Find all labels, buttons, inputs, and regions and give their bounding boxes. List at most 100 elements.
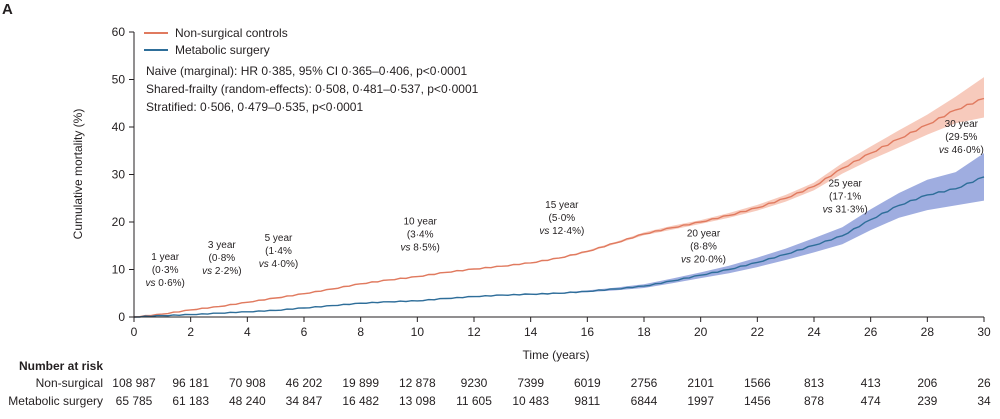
risk-value: 16 482 xyxy=(342,394,379,408)
risk-value: 65 785 xyxy=(116,394,153,408)
annotation-line: 25 year xyxy=(828,178,862,189)
x-tick-label: 28 xyxy=(921,325,935,339)
y-tick-label: 10 xyxy=(112,263,126,277)
annotation-line: vs 0·6%) xyxy=(145,278,184,289)
risk-value: 70 908 xyxy=(229,376,266,390)
risk-row-label-non-surgical: Non-surgical xyxy=(36,376,103,390)
risk-value: 9811 xyxy=(574,394,600,408)
risk-value: 34 xyxy=(977,394,991,408)
risk-value: 26 xyxy=(977,376,991,390)
annotation-line: vs 20·0%) xyxy=(681,254,726,265)
annotation-15-year: 15 year (5·0% vs 12·4%) xyxy=(539,200,584,237)
stat-naive: Naive (marginal): HR 0·385, 95% CI 0·365… xyxy=(146,64,468,78)
annotation-line: (3·4% xyxy=(407,229,434,240)
legend-label-metabolic: Metabolic surgery xyxy=(175,43,270,57)
series-line-metabolic xyxy=(134,176,985,318)
risk-value: 878 xyxy=(804,394,824,408)
annotation-line: 20 year xyxy=(687,228,721,239)
risk-value: 813 xyxy=(804,376,824,390)
stat-stratified: Stratified: 0·506, 0·479–0·535, p<0·0001 xyxy=(146,100,363,114)
annotation-line: 5 year xyxy=(265,233,293,244)
x-axis-label: Time (years) xyxy=(523,348,590,362)
x-tick-label: 12 xyxy=(467,325,481,339)
risk-value: 11 605 xyxy=(456,394,492,408)
risk-value: 7399 xyxy=(517,376,544,390)
x-tick-label: 4 xyxy=(244,325,251,339)
annotation-line: (1·4% xyxy=(265,246,292,257)
risk-row-label-metabolic: Metabolic surgery xyxy=(8,394,103,408)
x-ticks: 0 2 4 6 8 10 12 14 16 18 20 22 24 26 28 30 xyxy=(131,317,991,339)
annotation-line: 10 year xyxy=(403,216,437,227)
annotation-line: vs 12·4%) xyxy=(539,226,584,237)
legend: Non-surgical controls Metabolic surgery xyxy=(144,26,288,57)
annotation-line: vs 2·2%) xyxy=(202,266,241,277)
annotation-3-year: 3 year (0·8% vs 2·2%) xyxy=(202,240,241,277)
panel-label: A xyxy=(2,1,13,18)
annotation-5-year: 5 year (1·4% vs 4·0%) xyxy=(259,233,298,270)
risk-value: 413 xyxy=(861,376,881,390)
risk-value: 9230 xyxy=(461,376,488,390)
annotation-line: vs 46·0%) xyxy=(939,145,984,156)
risk-value: 34 847 xyxy=(286,394,323,408)
annotation-line: vs 8·5%) xyxy=(400,242,439,253)
x-tick-label: 16 xyxy=(581,325,595,339)
risk-value: 10 483 xyxy=(512,394,549,408)
annotation-line: (5·0% xyxy=(548,213,575,224)
risk-value: 1566 xyxy=(744,376,771,390)
x-tick-label: 30 xyxy=(977,325,991,339)
x-tick-label: 24 xyxy=(807,325,821,339)
risk-value: 206 xyxy=(917,376,937,390)
x-tick-label: 6 xyxy=(301,325,308,339)
risk-value: 12 878 xyxy=(399,376,436,390)
x-tick-label: 14 xyxy=(524,325,538,339)
risk-value: 2101 xyxy=(687,376,714,390)
x-tick-label: 8 xyxy=(357,325,364,339)
risk-value: 6019 xyxy=(574,376,601,390)
y-tick-label: 60 xyxy=(112,25,126,39)
annotation-line: (8·8% xyxy=(690,241,717,252)
time-point-annotations: 1 year (0·3% vs 0·6%) 3 year (0·8% vs 2·2%) 5 … xyxy=(145,119,983,289)
risk-value: 46 202 xyxy=(286,376,323,390)
risk-value: 96 181 xyxy=(172,376,209,390)
annotation-line: vs 4·0%) xyxy=(259,259,298,270)
annotation-line: 30 year xyxy=(945,119,979,130)
risk-value: 108 987 xyxy=(112,376,156,390)
number-at-risk-table: Number at risk Non-surgical Metabolic su… xyxy=(8,359,991,408)
annotation-line: vs 31·3%) xyxy=(823,204,868,215)
annotation-25-year: 25 year (17·1% vs 31·3%) xyxy=(823,178,868,215)
risk-value: 48 240 xyxy=(229,394,266,408)
y-tick-label: 50 xyxy=(112,73,126,87)
stat-shared-frailty: Shared-frailty (random-effects): 0·508, … xyxy=(146,82,479,96)
annotation-line: 1 year xyxy=(151,252,179,263)
series-lines xyxy=(133,97,985,318)
risk-value: 474 xyxy=(861,394,881,408)
y-tick-label: 40 xyxy=(112,120,126,134)
y-ticks: 0 10 20 30 40 50 60 xyxy=(112,25,134,324)
y-axis-label: Cumulative mortality (%) xyxy=(71,109,85,240)
annotation-line: (17·1% xyxy=(829,191,861,202)
x-tick-label: 2 xyxy=(187,325,194,339)
x-tick-label: 26 xyxy=(864,325,878,339)
hazard-ratio-stats: Naive (marginal): HR 0·385, 95% CI 0·365… xyxy=(146,64,479,114)
annotation-line: 3 year xyxy=(208,240,236,251)
series-line-non-surgical xyxy=(133,97,985,318)
annotation-30-year: 30 year (29·5% vs 46·0%) xyxy=(939,119,984,156)
annotation-1-year: 1 year (0·3% vs 0·6%) xyxy=(145,252,184,289)
risk-value: 61 183 xyxy=(172,394,209,408)
annotation-10-year: 10 year (3·4% vs 8·5%) xyxy=(400,216,439,253)
x-tick-label: 10 xyxy=(411,325,425,339)
annotation-20-year: 20 year (8·8% vs 20·0%) xyxy=(681,228,726,265)
annotation-line: 15 year xyxy=(545,200,579,211)
risk-value: 6844 xyxy=(631,394,658,408)
y-tick-label: 30 xyxy=(112,168,126,182)
risk-value: 239 xyxy=(917,394,937,408)
y-tick-label: 0 xyxy=(118,310,125,324)
risk-value: 2756 xyxy=(631,376,658,390)
x-tick-label: 18 xyxy=(637,325,651,339)
y-tick-label: 20 xyxy=(112,215,126,229)
annotation-line: (29·5% xyxy=(945,132,977,143)
annotation-line: (0·3% xyxy=(152,265,179,276)
risk-table-title: Number at risk xyxy=(19,359,103,373)
risk-value: 13 098 xyxy=(399,394,436,408)
x-tick-label: 20 xyxy=(694,325,708,339)
